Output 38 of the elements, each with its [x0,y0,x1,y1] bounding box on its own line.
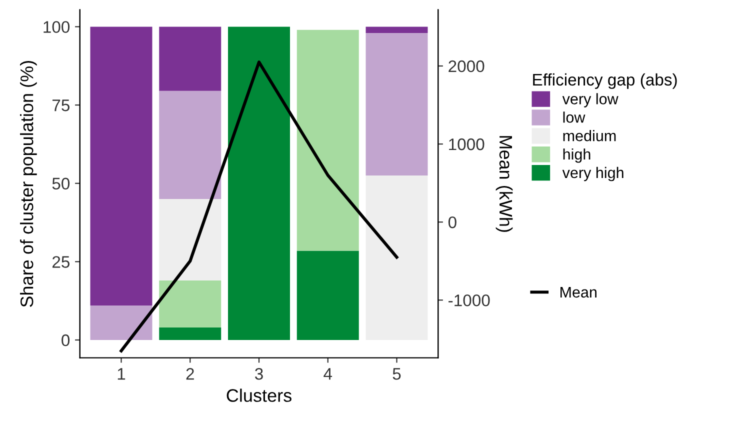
legend-title: Efficiency gap (abs) [533,73,677,89]
bar [296,250,359,340]
y-tick-label: 0 [62,334,70,346]
y2-axis-title: Mean (kWh) [496,136,513,232]
y2-tick-label: 0 [448,216,456,228]
legend-label: low [563,112,586,123]
x-tick-label: 5 [392,368,401,380]
line-series [120,60,398,352]
x-axis-title: Clusters [226,388,292,402]
bar [90,306,152,340]
bar [159,199,222,280]
y-axis-title: Share of cluster population (%) [20,60,37,307]
y-tick-label: 100 [44,21,70,33]
bar [366,26,428,33]
bar [159,90,222,200]
x-tick-label: 1 [118,368,126,380]
bar [366,176,428,340]
x-tick-label: 2 [186,368,194,380]
legend-label: Mean [560,286,596,298]
legend-label: high [563,148,590,163]
y-tick-label: 25 [52,256,70,268]
x-tick-label: 3 [255,368,263,380]
bar [159,327,222,340]
x-tick-label: 4 [324,368,332,380]
bar [90,26,152,306]
bar [296,30,359,251]
y-tick-label: 75 [52,100,70,112]
legend-label: very high [562,166,624,182]
bar [159,26,222,91]
y-tick-label: 50 [52,178,70,190]
legend-label: medium [563,130,616,142]
y2-tick-label: -1000 [448,294,490,306]
bar [159,280,222,328]
y2-tick-label: 2000 [448,60,484,72]
y2-tick-label: 1000 [449,138,484,150]
bar [228,26,290,340]
bar [366,32,428,176]
legend-label: very low [562,93,618,108]
